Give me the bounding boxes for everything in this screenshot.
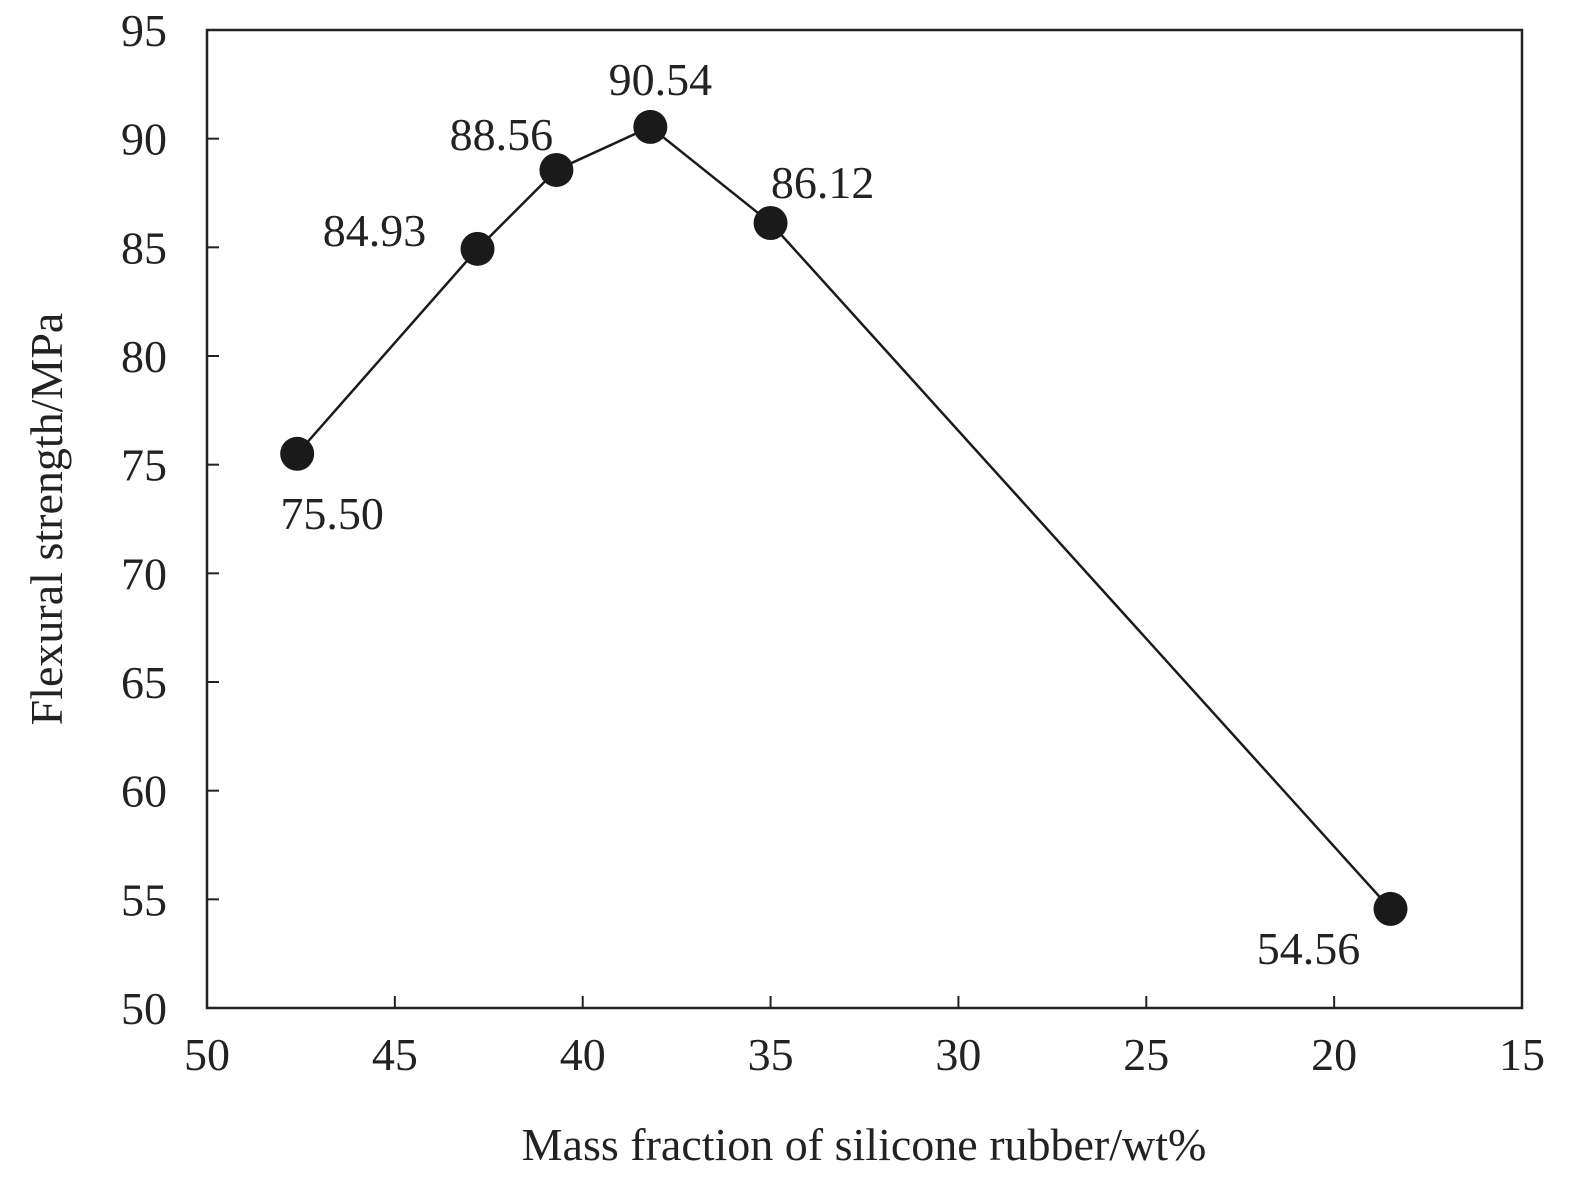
x-tick-label: 45 — [372, 1029, 418, 1080]
y-tick-label: 75 — [121, 440, 167, 491]
plot-frame — [205, 28, 1524, 1010]
data-label: 54.56 — [1257, 923, 1361, 974]
data-label: 84.93 — [323, 205, 427, 256]
series-layer: 75.50 84.93 88.56 90.54 86.12 54.56 — [280, 54, 1408, 974]
x-tick-label: 40 — [560, 1029, 606, 1080]
data-point — [460, 231, 495, 266]
data-label: 90.54 — [609, 54, 713, 105]
data-point — [280, 436, 315, 471]
x-tick-label: 15 — [1499, 1029, 1545, 1080]
x-tick-label: 25 — [1123, 1029, 1169, 1080]
data-label: 88.56 — [450, 109, 554, 160]
y-tick-label: 95 — [121, 5, 167, 56]
x-tick-label: 30 — [935, 1029, 981, 1080]
y-tick-label: 80 — [121, 331, 167, 382]
data-label: 86.12 — [771, 157, 875, 208]
y-tick-label: 70 — [121, 548, 167, 599]
x-tick-label: 35 — [748, 1029, 794, 1080]
data-point — [633, 109, 668, 144]
y-tick-label: 85 — [121, 222, 167, 273]
y-tick-label: 50 — [121, 983, 167, 1034]
y-tick-label: 60 — [121, 766, 167, 817]
data-point — [1373, 891, 1408, 926]
y-axis-title: Flexural strength/MPa — [21, 313, 72, 726]
y-tick-label: 55 — [121, 874, 167, 925]
y-tick-label: 65 — [121, 657, 167, 708]
x-axis: 50 45 40 35 30 25 20 15 — [184, 996, 1545, 1080]
data-point — [539, 152, 574, 187]
y-tick-label: 90 — [121, 114, 167, 165]
x-axis-title: Mass fraction of silicone rubber/wt% — [522, 1119, 1207, 1170]
data-point — [753, 205, 788, 240]
y-axis: 50 55 60 65 70 75 80 85 90 95 — [121, 5, 219, 1034]
x-tick-label: 20 — [1311, 1029, 1357, 1080]
x-tick-label: 50 — [184, 1029, 230, 1080]
data-label: 75.50 — [280, 488, 384, 539]
series-line — [296, 125, 1392, 910]
